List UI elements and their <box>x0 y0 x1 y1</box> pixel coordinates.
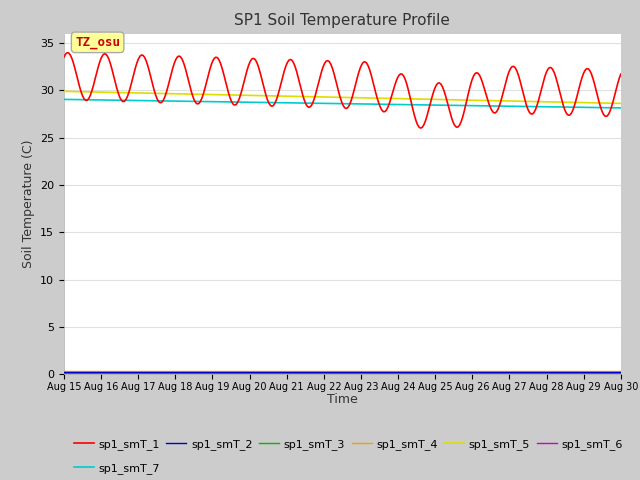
Title: SP1 Soil Temperature Profile: SP1 Soil Temperature Profile <box>234 13 451 28</box>
Legend: sp1_smT_7: sp1_smT_7 <box>70 458 164 478</box>
Y-axis label: Soil Temperature (C): Soil Temperature (C) <box>22 140 35 268</box>
X-axis label: Time: Time <box>327 394 358 407</box>
Text: TZ_osu: TZ_osu <box>75 36 120 49</box>
